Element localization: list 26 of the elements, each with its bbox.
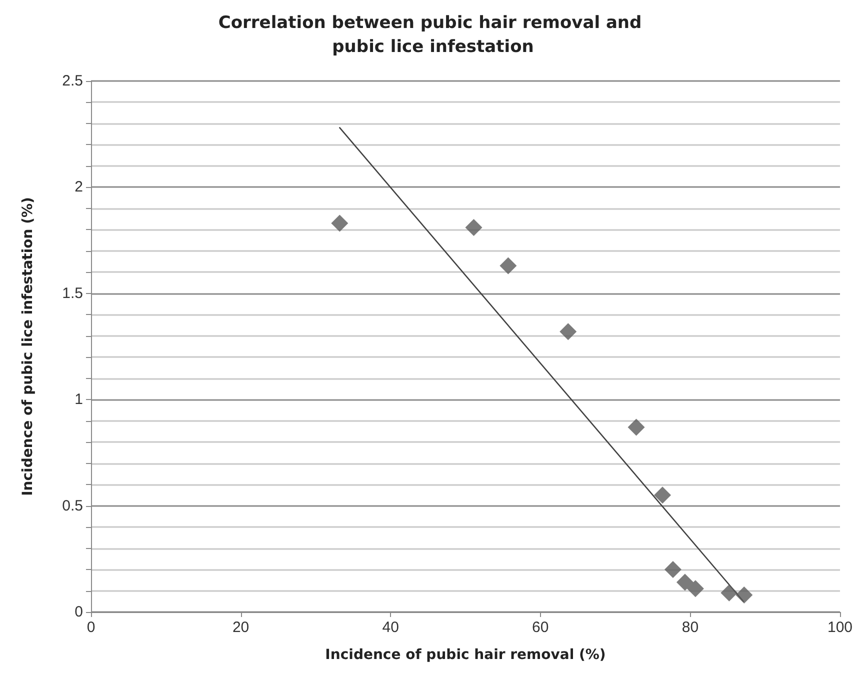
- point: [560, 323, 577, 340]
- x-tick-label: 100: [827, 619, 853, 636]
- point: [628, 418, 645, 436]
- x-axis-title: Incidence of pubic hair removal (%): [325, 647, 606, 663]
- y-tick-label: 2.5: [62, 72, 83, 90]
- point: [654, 486, 671, 504]
- x-tick-label: 0: [86, 619, 96, 636]
- y-tick-label: 0: [74, 604, 83, 620]
- chart-title: Correlation between pubic hair removal and pubic lice infestation: [218, 13, 648, 57]
- point: [686, 580, 704, 598]
- y-tick-label: 1: [74, 391, 83, 408]
- point: [736, 586, 753, 604]
- point: [465, 219, 482, 236]
- point: [720, 584, 738, 602]
- x-tick-label: 80: [682, 619, 699, 636]
- point: [664, 561, 682, 578]
- point: [676, 574, 694, 591]
- point: [500, 257, 517, 274]
- x-tick-label: 60: [532, 619, 549, 636]
- y-tick-label: 1.5: [62, 284, 83, 302]
- x-tick-label: 20: [232, 619, 250, 636]
- point: [331, 214, 348, 232]
- y-tick-label: 0.5: [62, 497, 83, 514]
- x-tick-label: 40: [382, 619, 399, 636]
- y-axis-title: Incidence of pubic lice infestation (%): [20, 197, 36, 496]
- y-tick-label: 2: [74, 178, 83, 196]
